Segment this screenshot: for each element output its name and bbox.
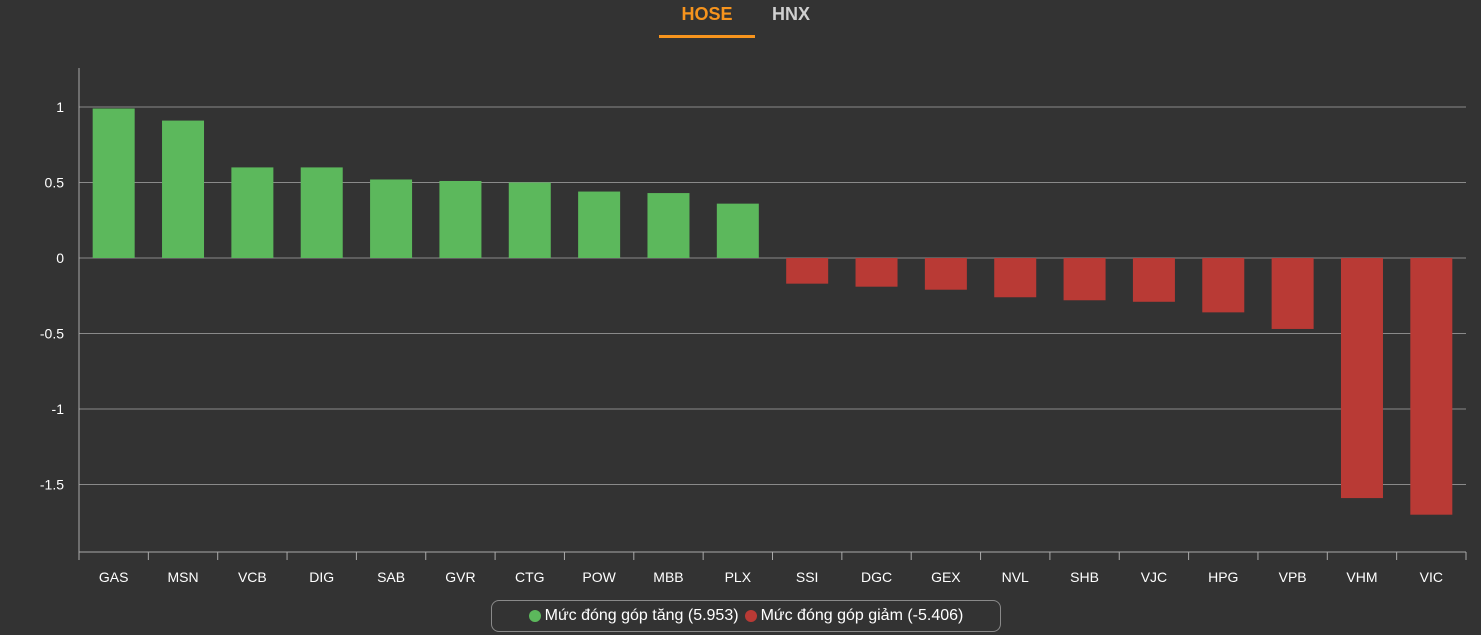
- legend: Mức đóng góp tăng (5.953) Mức đóng góp g…: [491, 600, 1001, 632]
- bar-nvl: [994, 258, 1037, 298]
- bar-vjc: [1132, 258, 1175, 302]
- x-tick-label: MBB: [653, 569, 683, 585]
- x-tick-label: HPG: [1208, 569, 1238, 585]
- x-tick-label: VPB: [1279, 569, 1307, 585]
- x-tick-label: DGC: [861, 569, 892, 585]
- bar-vcb: [231, 167, 274, 258]
- x-tick-label: VHM: [1346, 569, 1377, 585]
- y-tick-label: -1: [52, 401, 65, 417]
- tab-hose[interactable]: HOSE: [659, 4, 755, 38]
- bar-ctg: [508, 182, 551, 258]
- x-tick-label: CTG: [515, 569, 545, 585]
- x-tick-label: VCB: [238, 569, 267, 585]
- legend-dot-negative: [744, 610, 757, 622]
- bar-mbb: [647, 193, 690, 258]
- bar-vpb: [1271, 258, 1314, 329]
- bar-dig: [300, 167, 343, 258]
- tab-hnx[interactable]: HNX: [772, 4, 811, 24]
- bar-pow: [578, 191, 621, 258]
- legend-label-positive: Mức đóng góp tăng (5.953): [544, 607, 739, 624]
- x-tick-label: DIG: [309, 569, 334, 585]
- legend-label-negative: Mức đóng góp giảm (-5.406): [760, 607, 964, 624]
- legend-item-positive[interactable]: Mức đóng góp tăng (5.953): [528, 607, 739, 625]
- bar-plx: [716, 203, 759, 258]
- x-tick-label: POW: [582, 569, 616, 585]
- y-tick-label: 1: [56, 99, 64, 115]
- bar-msn: [162, 120, 205, 258]
- legend-dot-positive: [528, 610, 541, 622]
- x-tick-label: VJC: [1141, 569, 1167, 585]
- bar-vic: [1410, 258, 1453, 515]
- x-tick-label: VIC: [1420, 569, 1443, 585]
- x-tick-label: SHB: [1070, 569, 1099, 585]
- bar-hpg: [1202, 258, 1245, 313]
- x-tick-label: GVR: [445, 569, 475, 585]
- bar-sab: [370, 179, 413, 258]
- bar-gvr: [439, 180, 482, 258]
- x-tick-label: SSI: [796, 569, 819, 585]
- bar-shb: [1063, 258, 1106, 301]
- bar-chart: 1 0.5 0 -0.5 -1 -1.5 GAS MSN VCB DIG SAB GVR CTG POW M…: [40, 68, 1467, 585]
- x-tick-label: GAS: [99, 569, 129, 585]
- x-tick-label: MSN: [167, 569, 198, 585]
- bar-gas: [92, 108, 135, 258]
- bar-vhm: [1340, 258, 1383, 499]
- x-tick-label: GEX: [931, 569, 961, 585]
- bar-ssi: [786, 258, 829, 284]
- y-tick-label: -0.5: [40, 326, 64, 342]
- y-tick-label: 0: [56, 250, 64, 266]
- x-tick-label: SAB: [377, 569, 405, 585]
- x-tick-label: PLX: [725, 569, 752, 585]
- y-tick-label: 0.5: [45, 175, 65, 191]
- y-tick-label: -1.5: [40, 477, 64, 493]
- bar-dgc: [855, 258, 898, 287]
- bar-gex: [924, 258, 967, 290]
- x-tick-label: NVL: [1002, 569, 1029, 585]
- legend-item-negative[interactable]: Mức đóng góp giảm (-5.406): [744, 607, 964, 625]
